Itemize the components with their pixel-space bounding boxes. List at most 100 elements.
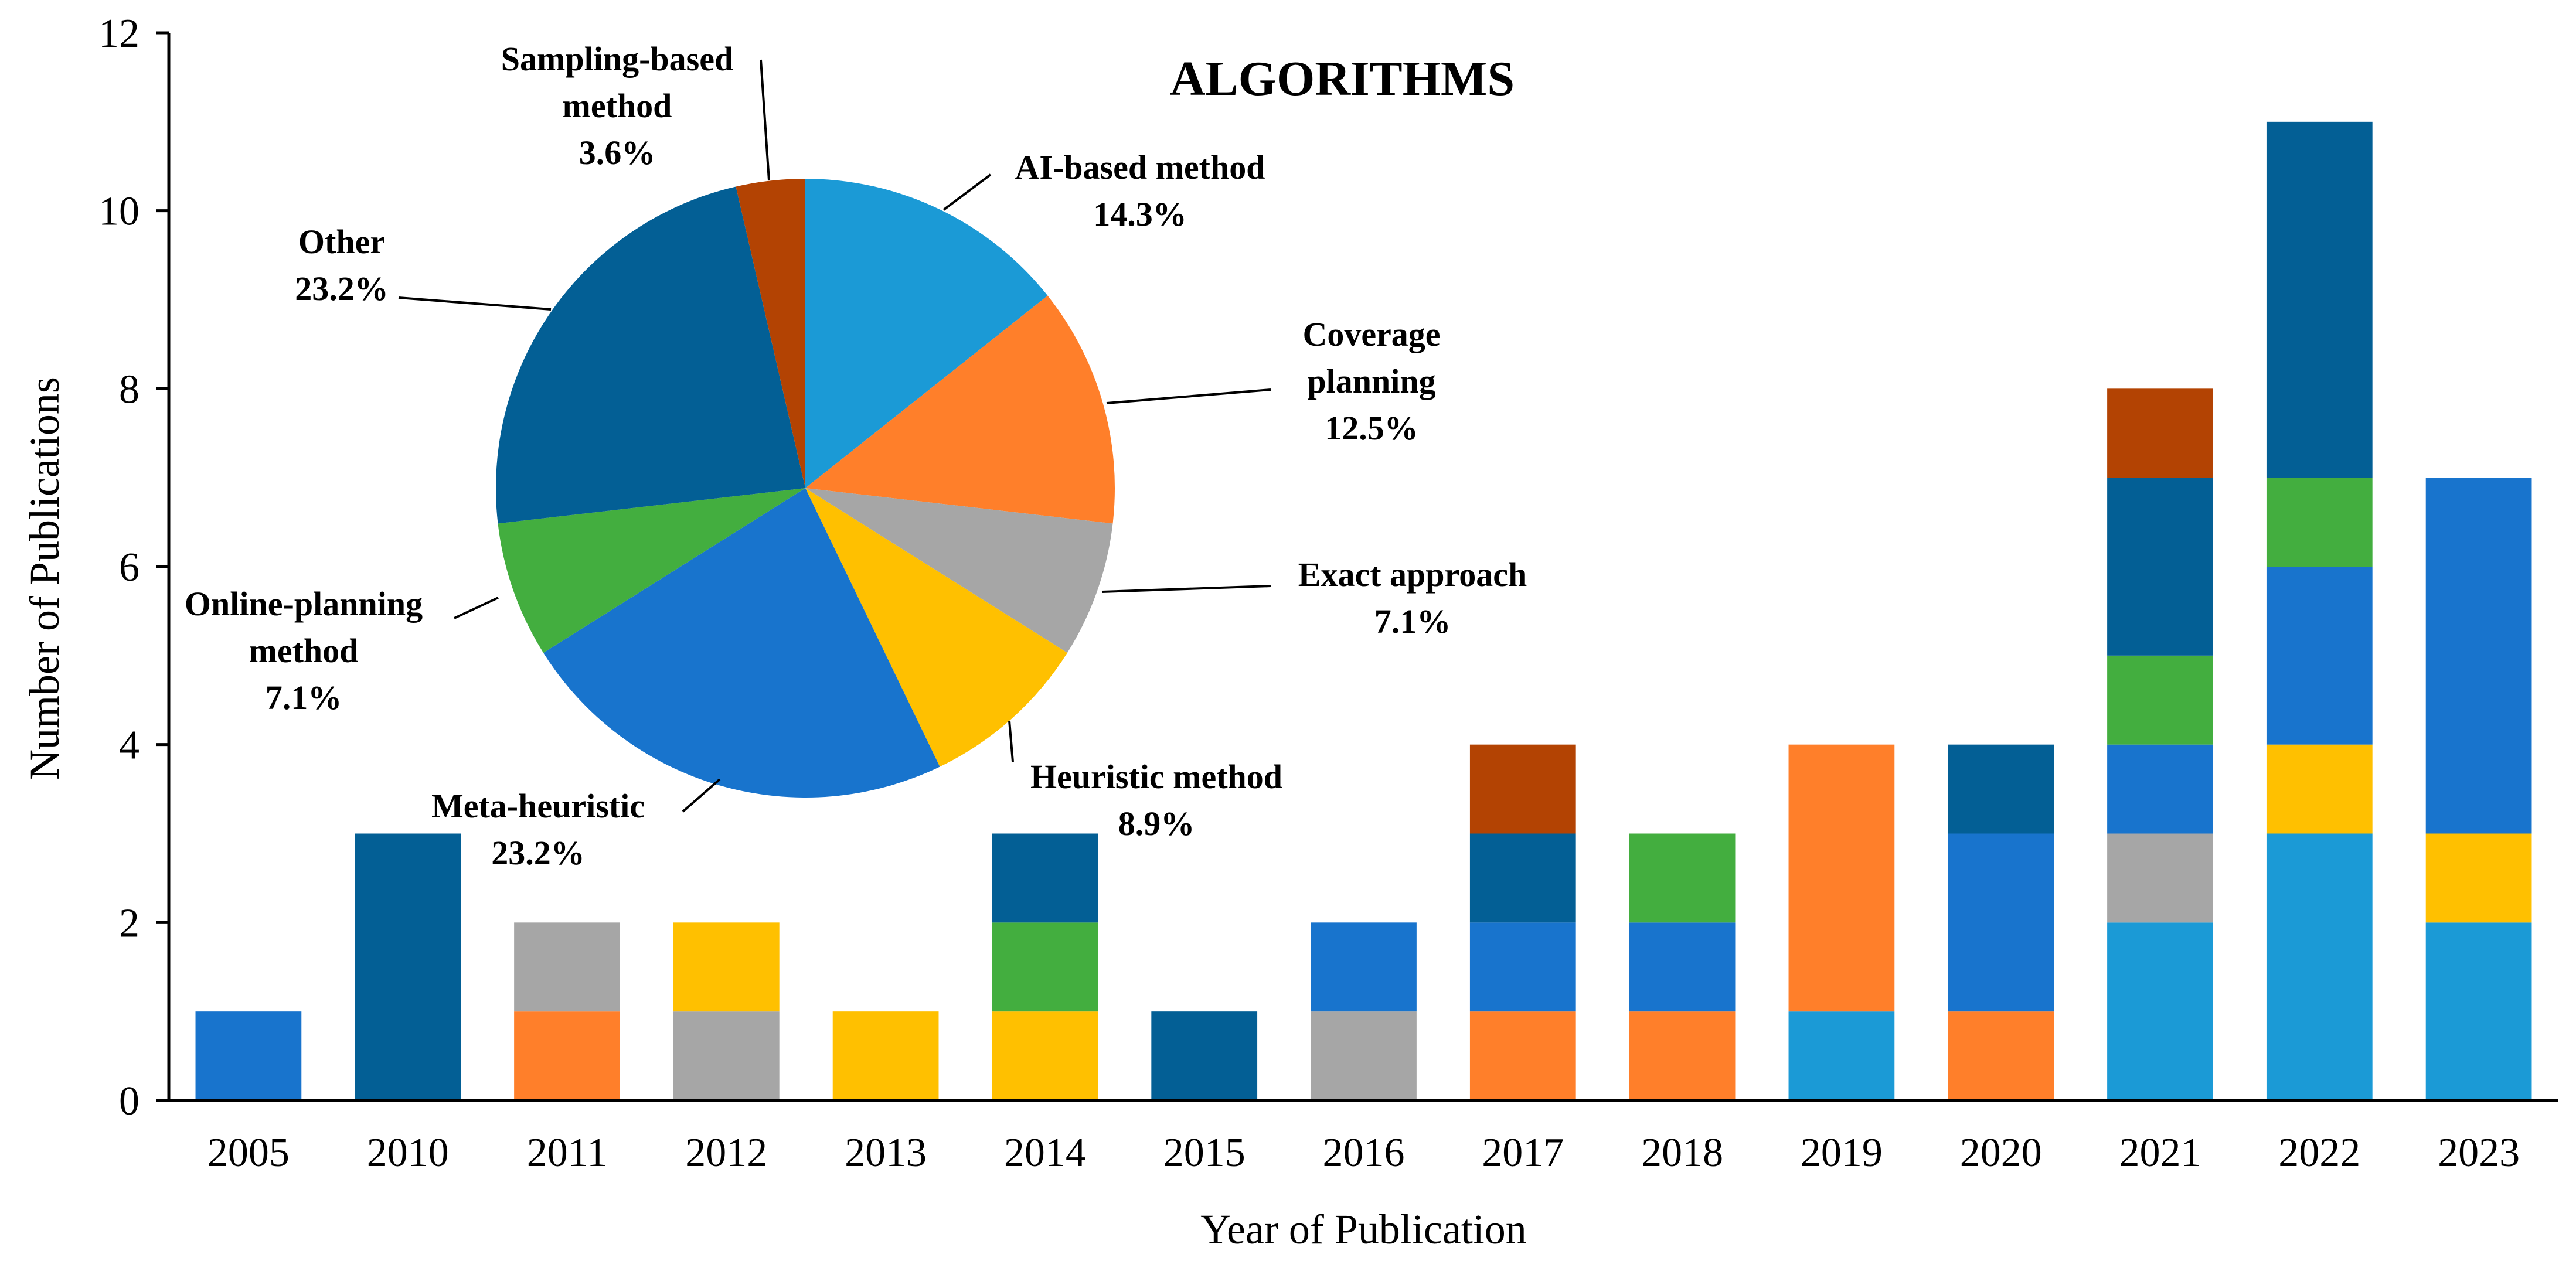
bar-2018-online bbox=[1629, 833, 1736, 923]
pie-label-meta: Meta-heuristic bbox=[431, 787, 645, 825]
bar-2016-meta bbox=[1311, 922, 1417, 1012]
x-tick-label: 2012 bbox=[685, 1130, 767, 1175]
x-tick-label: 2015 bbox=[1163, 1130, 1246, 1175]
pie-label-coverage: Coverage bbox=[1302, 315, 1440, 353]
x-tick-label: 2022 bbox=[2278, 1130, 2360, 1175]
pie-slice-ai bbox=[805, 179, 1048, 488]
bar-2021-exact bbox=[2107, 833, 2213, 923]
bar-2011-coverage bbox=[514, 1011, 620, 1100]
x-tick-label: 2016 bbox=[1323, 1130, 1405, 1175]
y-axis-title: Number of Publications bbox=[21, 377, 68, 780]
bar-2017-other bbox=[1469, 833, 1576, 923]
x-tick-label: 2019 bbox=[1801, 1130, 1883, 1175]
y-tick-label: 12 bbox=[98, 11, 139, 56]
y-tick-label: 8 bbox=[119, 367, 139, 412]
pie-label-sampling: Sampling-based bbox=[501, 40, 733, 78]
x-tick-label: 2014 bbox=[1004, 1130, 1086, 1175]
pie-slice-meta bbox=[543, 488, 940, 798]
x-tick-label: 2017 bbox=[1482, 1130, 1564, 1175]
bar-2022-meta bbox=[2266, 567, 2373, 745]
bar-2017-meta bbox=[1469, 922, 1576, 1012]
bar-2005-meta bbox=[195, 1011, 302, 1100]
pie-slice-heuristic bbox=[805, 488, 1067, 767]
y-tick-label: 6 bbox=[119, 545, 139, 590]
x-tick-label: 2011 bbox=[527, 1130, 607, 1175]
pie-percent-sampling: 3.6% bbox=[579, 134, 656, 172]
pie-slice-online bbox=[498, 488, 805, 653]
pie-percent-other: 23.2% bbox=[295, 270, 389, 308]
x-tick-label: 2023 bbox=[2438, 1130, 2520, 1175]
bar-2012-heuristic bbox=[673, 922, 780, 1012]
pie-leader-sampling bbox=[760, 59, 770, 181]
y-tick-label: 0 bbox=[119, 1079, 139, 1124]
bar-2015-other bbox=[1151, 1011, 1258, 1100]
pie-label-coverage: planning bbox=[1307, 362, 1435, 400]
bar-2014-online bbox=[992, 922, 1098, 1012]
x-tick-label: 2021 bbox=[2119, 1130, 2201, 1175]
x-tick-label: 2010 bbox=[367, 1130, 449, 1175]
pie-leader-meta bbox=[682, 778, 721, 813]
bar-2021-meta bbox=[2107, 744, 2213, 834]
x-tick-label: 2018 bbox=[1641, 1130, 1723, 1175]
pie-leader-other bbox=[398, 296, 552, 311]
x-axis-title: Year of Publication bbox=[1200, 1206, 1527, 1253]
bar-2019-ai bbox=[1788, 1011, 1895, 1100]
pie-label-online: Online-planning bbox=[185, 585, 423, 623]
bar-2020-meta bbox=[1948, 833, 2054, 1012]
pie-slice-exact bbox=[805, 488, 1113, 653]
pie-slice-other bbox=[496, 186, 805, 524]
axes-layer: 2005 2010 2011 2012 2013 2014 2015 2016 2017 2018… bbox=[21, 11, 2558, 1253]
pie-label-exact: Exact approach bbox=[1298, 555, 1527, 594]
bar-layer bbox=[195, 121, 2532, 1100]
pie-inset: ALGORITHMS AI-based method 14.3% Coverage pl… bbox=[185, 40, 1527, 872]
bar-2012-exact bbox=[673, 1011, 780, 1100]
pie-leader-exact bbox=[1101, 585, 1271, 593]
pie-percent-heuristic: 8.9% bbox=[1118, 805, 1195, 843]
pie-label-sampling: method bbox=[563, 87, 672, 125]
bar-2023-meta bbox=[2425, 478, 2532, 834]
pie-percent-online: 7.1% bbox=[266, 679, 342, 717]
bar-2020-coverage bbox=[1948, 1011, 2054, 1100]
pie-leader-online bbox=[454, 597, 499, 619]
bar-2023-ai bbox=[2425, 922, 2532, 1100]
pie-leader-ai bbox=[942, 173, 992, 211]
bar-2016-exact bbox=[1311, 1011, 1417, 1100]
bar-2021-other bbox=[2107, 478, 2213, 656]
bar-2013-heuristic bbox=[832, 1011, 939, 1100]
x-tick-label: 2013 bbox=[845, 1130, 927, 1175]
pie-percent-exact: 7.1% bbox=[1374, 602, 1451, 640]
bar-2018-coverage bbox=[1629, 1011, 1736, 1100]
pie-title: ALGORITHMS bbox=[1170, 52, 1515, 106]
pie-label-other: Other bbox=[298, 223, 385, 261]
bar-2022-ai bbox=[2266, 833, 2373, 1100]
y-tick-label: 2 bbox=[119, 901, 139, 946]
y-tick-label: 10 bbox=[98, 189, 139, 234]
bar-2019-coverage bbox=[1788, 744, 1895, 1012]
pie-slice-sampling bbox=[736, 179, 805, 488]
pie-percent-ai: 14.3% bbox=[1093, 195, 1187, 233]
bar-2014-heuristic bbox=[992, 1011, 1098, 1100]
pie-leader-heuristic bbox=[1008, 720, 1014, 762]
bar-2022-heuristic bbox=[2266, 744, 2373, 834]
bar-2017-coverage bbox=[1469, 1011, 1576, 1100]
bar-2017-sampling bbox=[1469, 744, 1576, 834]
bar-2023-heuristic bbox=[2425, 833, 2532, 923]
pie-label-online: method bbox=[249, 632, 359, 670]
pie-percent-meta: 23.2% bbox=[491, 834, 585, 872]
bar-2022-other bbox=[2266, 121, 2373, 478]
bar-2022-online bbox=[2266, 478, 2373, 567]
bar-2021-ai bbox=[2107, 922, 2213, 1100]
pie-leader-coverage bbox=[1106, 388, 1271, 404]
pie-percent-coverage: 12.5% bbox=[1325, 409, 1418, 447]
x-tick-label: 2020 bbox=[1960, 1130, 2042, 1175]
bar-2020-other bbox=[1948, 744, 2054, 834]
pie-label-heuristic: Heuristic method bbox=[1030, 758, 1282, 796]
pie-label-ai: AI-based method bbox=[1015, 148, 1265, 186]
bar-2021-online bbox=[2107, 655, 2213, 745]
bar-2021-sampling bbox=[2107, 388, 2213, 478]
y-tick-label: 4 bbox=[119, 723, 139, 768]
bar-2018-meta bbox=[1629, 922, 1736, 1012]
pie-slice-coverage bbox=[805, 295, 1115, 524]
